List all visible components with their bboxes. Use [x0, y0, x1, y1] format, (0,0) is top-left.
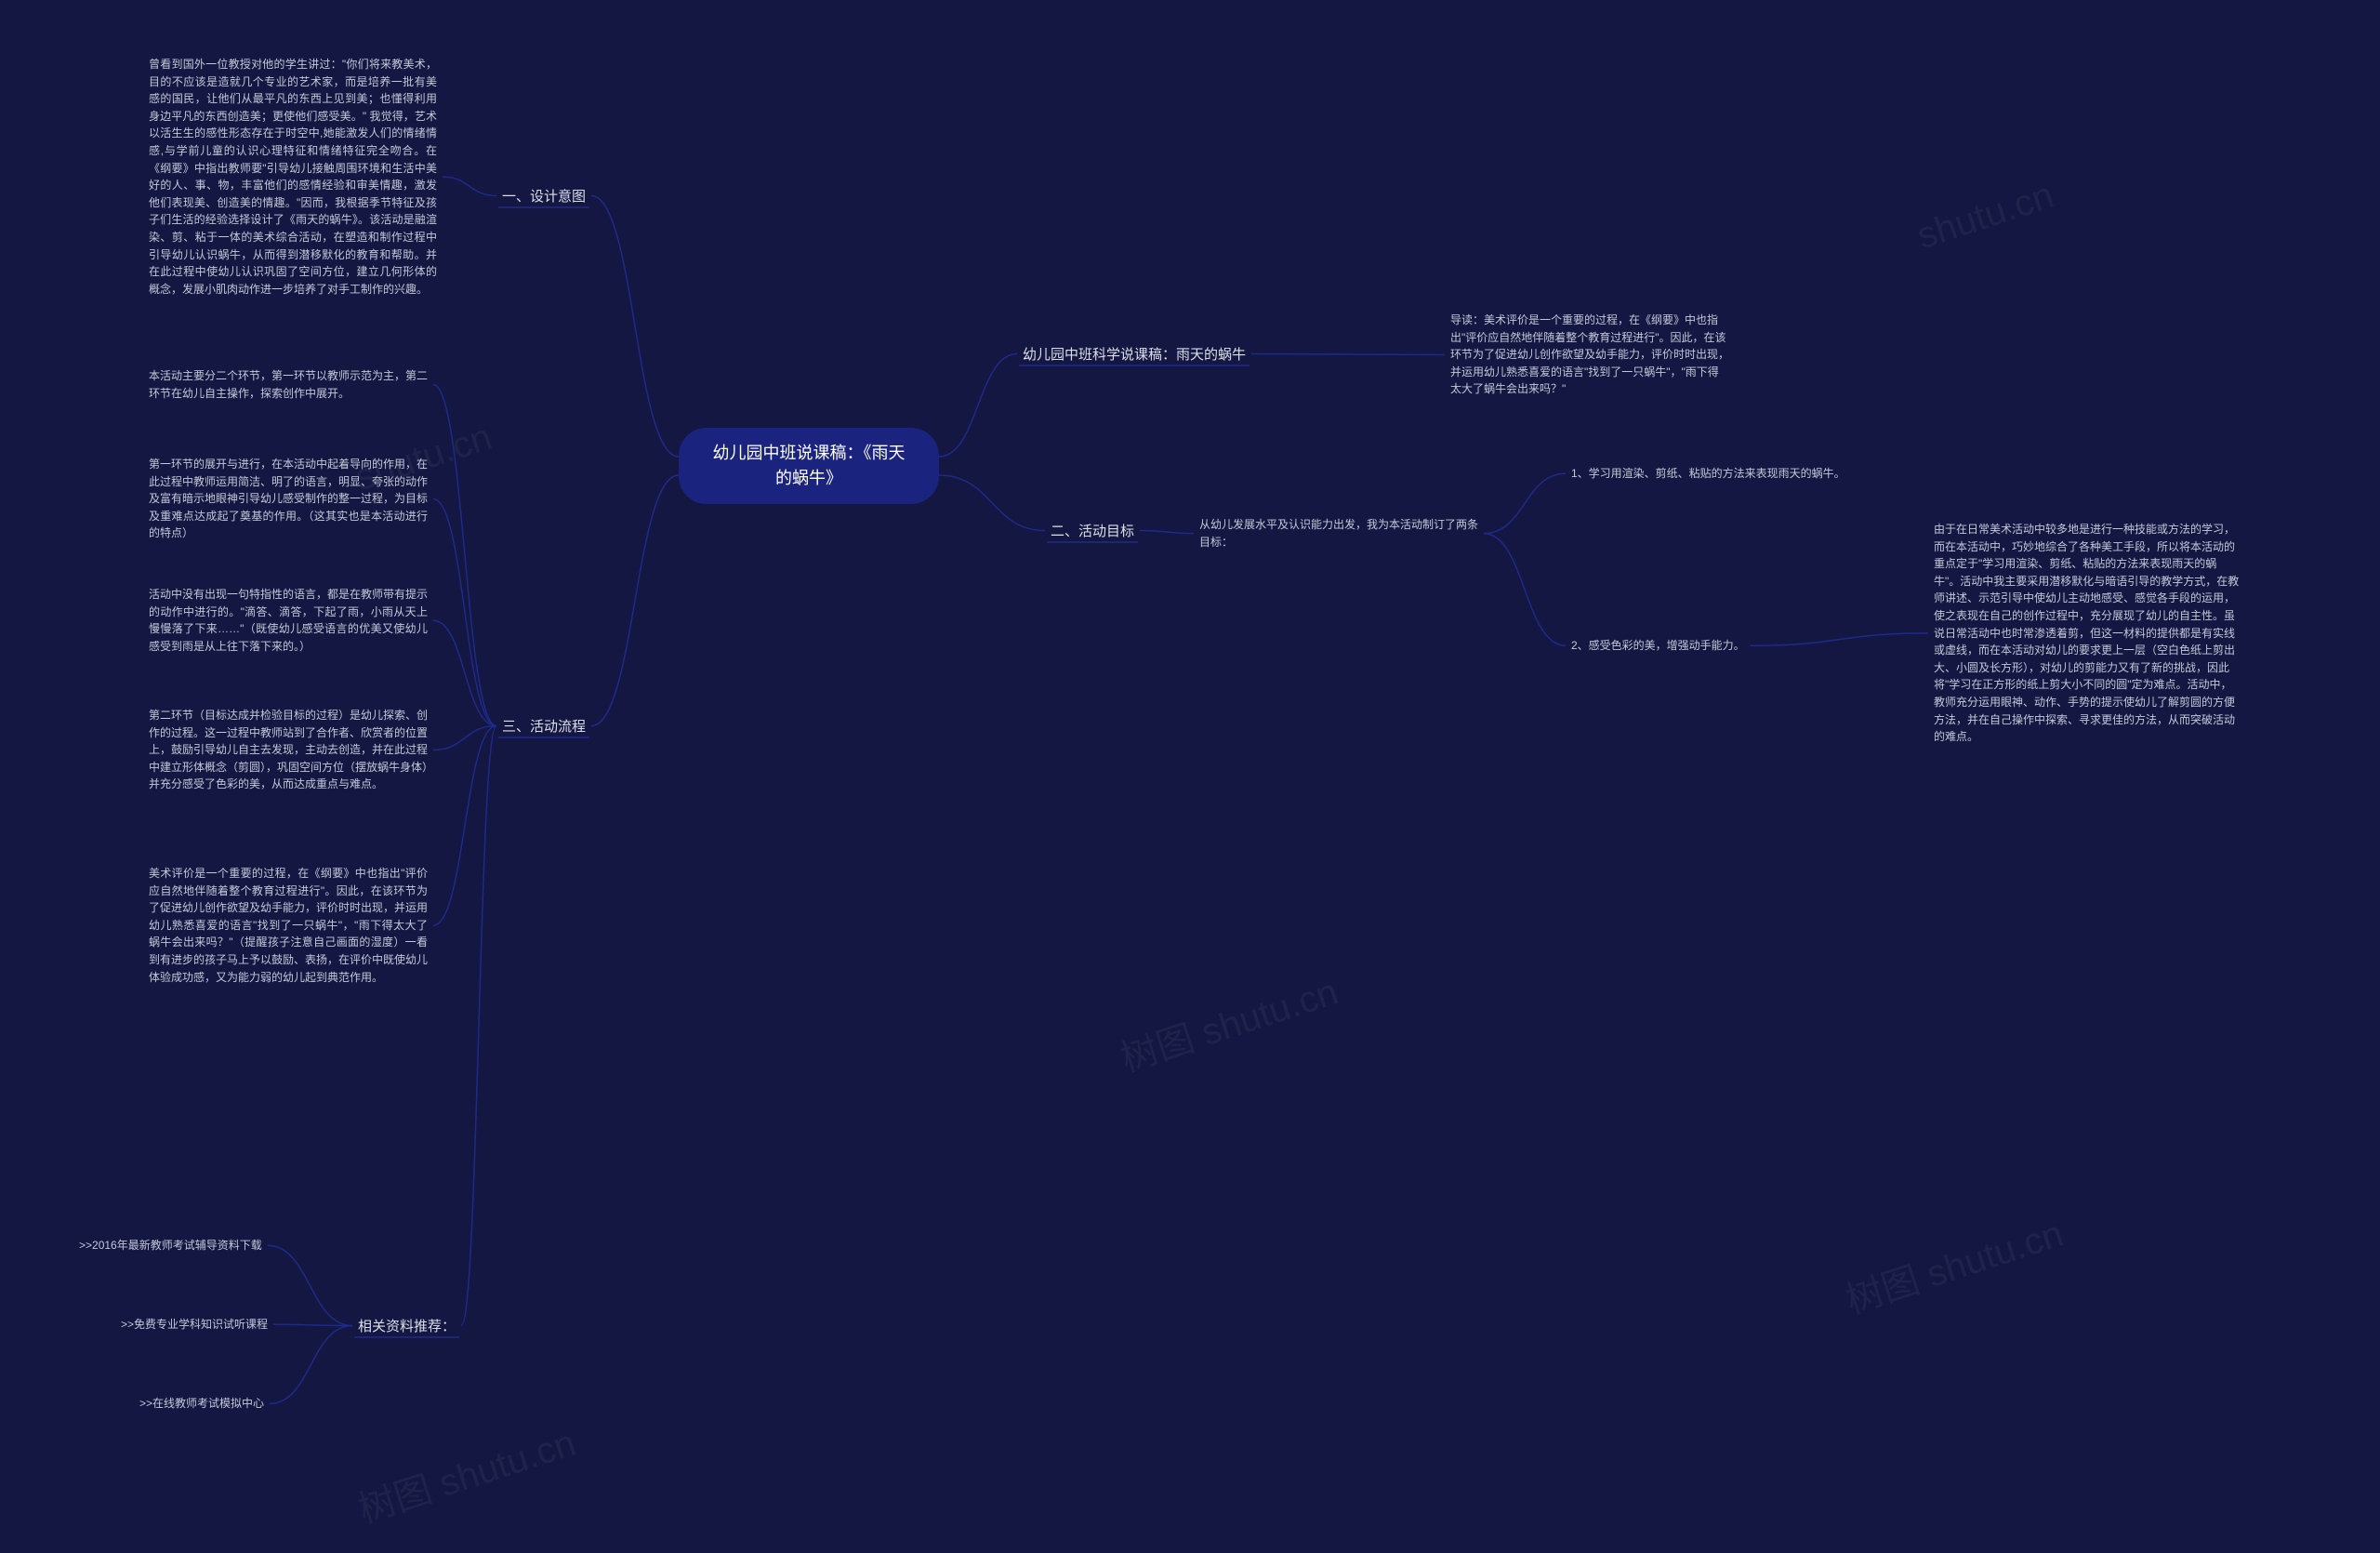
leaf-intro-text: 导读：美术评价是一个重要的过程，在《纲要》中也指出"评价应自然地伴随着整个教育过… — [1450, 312, 1729, 398]
leaf-resource-3: >>在线教师考试模拟中心 — [139, 1395, 264, 1413]
branch-design-intent: 一、设计意图 — [502, 186, 586, 206]
branch-science-lesson: 幼儿园中班科学说课稿：雨天的蜗牛 — [1023, 344, 1246, 364]
branch-activity-goal: 二、活动目标 — [1051, 521, 1134, 540]
watermark: 树图 shutu.cn — [1113, 962, 1343, 1082]
leaf-flow-step2: 活动中没有出现一句特指性的语言，都是在教师带有提示的动作中进行的。"滴答、滴答，… — [149, 586, 428, 655]
center-node: 幼儿园中班说课稿：《雨天的蜗牛》 — [679, 428, 939, 504]
leaf-flow-step4: 美术评价是一个重要的过程，在《纲要》中也指出"评价应自然地伴随着整个教育过程进行… — [149, 865, 428, 986]
branch-activity-flow: 三、活动流程 — [502, 716, 586, 736]
leaf-design-text: 曾看到国外一位教授对他的学生讲过："你们将来教美术，目的不应该是造就几个专业的艺… — [149, 56, 437, 298]
branch-related-resources: 相关资料推荐： — [358, 1316, 456, 1335]
leaf-resource-2: >>免费专业学科知识试听课程 — [121, 1316, 268, 1334]
watermark: 树图 shutu.cn — [350, 1413, 581, 1533]
leaf-flow-step1: 第一环节的展开与进行，在本活动中起着导向的作用，在此过程中教师运用简洁、明了的语… — [149, 456, 428, 542]
leaf-goal-1: 1、学习用渲染、剪纸、粘贴的方法来表现雨天的蜗牛。 — [1571, 465, 1845, 483]
leaf-flow-step3: 第二环节（目标达成并检验目标的过程）是幼儿探索、创作的过程。这一过程中教师站到了… — [149, 707, 428, 793]
leaf-flow-intro: 本活动主要分二个环节，第一环节以教师示范为主，第二环节在幼儿自主操作，探索创作中… — [149, 367, 428, 402]
leaf-goal-2-detail: 由于在日常美术活动中较多地是进行一种技能或方法的学习，而在本活动中，巧妙地综合了… — [1934, 521, 2241, 746]
watermark: shutu.cn — [1912, 175, 2059, 259]
watermark: 树图 shutu.cn — [1838, 1203, 2069, 1324]
leaf-resource-1: >>2016年最新教师考试辅导资料下载 — [79, 1237, 262, 1254]
leaf-goal-2: 2、感受色彩的美，增强动手能力。 — [1571, 637, 1745, 655]
leaf-goal-intro: 从幼儿发展水平及认识能力出发，我为本活动制订了两条目标： — [1199, 516, 1478, 551]
